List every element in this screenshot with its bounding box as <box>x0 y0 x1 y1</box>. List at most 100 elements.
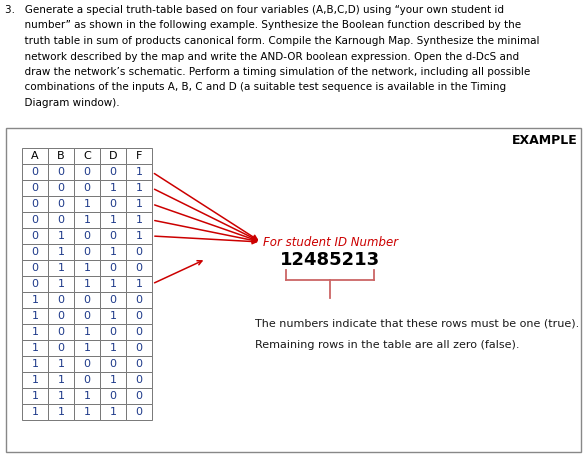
Bar <box>126 276 152 292</box>
Text: 1: 1 <box>58 231 65 241</box>
Bar <box>100 244 126 260</box>
Text: 0: 0 <box>58 295 65 305</box>
Bar <box>22 212 48 228</box>
Text: 1: 1 <box>58 375 65 385</box>
Text: 0: 0 <box>136 311 143 321</box>
Bar <box>74 196 100 212</box>
Bar <box>48 276 74 292</box>
Bar <box>22 196 48 212</box>
Text: 0: 0 <box>83 231 90 241</box>
Bar <box>74 340 100 356</box>
Bar <box>74 180 100 196</box>
Bar <box>100 228 126 244</box>
Bar <box>22 148 48 164</box>
Text: 0: 0 <box>83 167 90 177</box>
Text: 1: 1 <box>136 279 143 289</box>
Bar <box>100 388 126 404</box>
Bar <box>100 260 126 276</box>
Bar <box>126 260 152 276</box>
Bar <box>74 228 100 244</box>
Text: 0: 0 <box>58 343 65 353</box>
Text: 1: 1 <box>83 343 90 353</box>
Text: 12485213: 12485213 <box>280 251 380 269</box>
Text: 1: 1 <box>32 359 39 369</box>
Text: 1: 1 <box>136 215 143 225</box>
Text: 1: 1 <box>136 199 143 209</box>
Text: 0: 0 <box>83 311 90 321</box>
Text: 0: 0 <box>136 263 143 273</box>
Bar <box>126 324 152 340</box>
Text: 0: 0 <box>110 327 116 337</box>
Text: 0: 0 <box>32 215 39 225</box>
Bar <box>126 180 152 196</box>
Bar <box>74 356 100 372</box>
Bar <box>126 212 152 228</box>
Text: 0: 0 <box>136 391 143 401</box>
Bar <box>48 292 74 308</box>
Bar <box>22 340 48 356</box>
Bar <box>74 308 100 324</box>
Text: Remaining rows in the table are all zero (false).: Remaining rows in the table are all zero… <box>255 340 519 350</box>
Text: 0: 0 <box>83 295 90 305</box>
Text: 1: 1 <box>83 263 90 273</box>
Bar <box>48 212 74 228</box>
Text: 1: 1 <box>83 327 90 337</box>
Bar <box>48 196 74 212</box>
Bar <box>100 356 126 372</box>
Bar <box>48 164 74 180</box>
Bar <box>22 388 48 404</box>
Bar <box>100 372 126 388</box>
Text: 0: 0 <box>110 231 116 241</box>
Text: B: B <box>57 151 65 161</box>
Bar <box>6 128 581 452</box>
Bar <box>74 260 100 276</box>
Text: 1: 1 <box>110 183 116 193</box>
Text: 0: 0 <box>32 231 39 241</box>
Text: 0: 0 <box>110 359 116 369</box>
Text: 0: 0 <box>32 279 39 289</box>
Bar <box>126 404 152 420</box>
Text: 0: 0 <box>83 359 90 369</box>
Text: 0: 0 <box>32 247 39 257</box>
Text: 0: 0 <box>58 327 65 337</box>
Text: 1: 1 <box>136 167 143 177</box>
Text: 1: 1 <box>58 407 65 417</box>
Text: 1: 1 <box>32 343 39 353</box>
Bar <box>100 164 126 180</box>
Bar <box>48 372 74 388</box>
Text: 0: 0 <box>32 167 39 177</box>
Bar <box>48 340 74 356</box>
Bar <box>100 196 126 212</box>
Text: 0: 0 <box>110 199 116 209</box>
Bar <box>74 212 100 228</box>
Text: 0: 0 <box>136 327 143 337</box>
Bar <box>100 212 126 228</box>
Bar <box>22 164 48 180</box>
Text: 1: 1 <box>110 247 116 257</box>
Text: 1: 1 <box>32 391 39 401</box>
Text: 0: 0 <box>136 343 143 353</box>
Text: truth table in sum of products canonical form. Compile the Karnough Map. Synthes: truth table in sum of products canonical… <box>5 36 539 46</box>
Text: 0: 0 <box>110 167 116 177</box>
Bar <box>48 324 74 340</box>
Text: 0: 0 <box>136 359 143 369</box>
Text: 0: 0 <box>58 167 65 177</box>
Bar <box>22 276 48 292</box>
Text: 1: 1 <box>83 391 90 401</box>
Bar <box>74 404 100 420</box>
Text: 1: 1 <box>83 215 90 225</box>
Text: 1: 1 <box>58 247 65 257</box>
Text: 1: 1 <box>32 407 39 417</box>
Bar <box>22 372 48 388</box>
Bar <box>126 356 152 372</box>
Bar <box>22 404 48 420</box>
Text: 1: 1 <box>110 375 116 385</box>
Bar <box>126 308 152 324</box>
Bar <box>74 276 100 292</box>
Text: 1: 1 <box>58 263 65 273</box>
Bar <box>48 180 74 196</box>
Text: 1: 1 <box>83 199 90 209</box>
Text: network described by the map and write the AND-OR boolean expression. Open the d: network described by the map and write t… <box>5 51 519 61</box>
Text: 1: 1 <box>83 279 90 289</box>
Bar <box>74 148 100 164</box>
